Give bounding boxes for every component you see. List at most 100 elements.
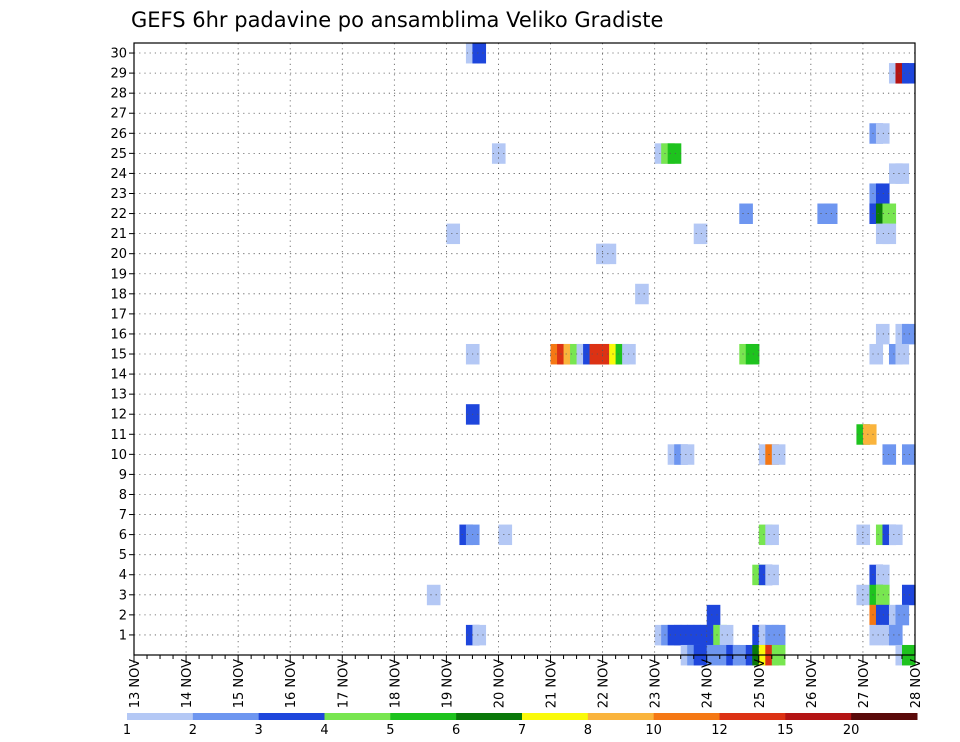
y-tick-label: 21 [110,227,127,242]
heatmap-cell [667,143,682,164]
legend-tick-label: 20 [843,723,860,738]
x-tick-label: 14 NOV [180,659,195,708]
heatmap-cell [901,63,916,84]
heatmap-cell [823,203,838,224]
heatmap-cell [635,283,649,305]
legend-tick-label: 1 [123,723,131,738]
y-tick-label: 14 [110,368,127,383]
legend-tick-label: 12 [711,723,728,738]
y-tick-label: 15 [110,348,127,363]
legend-tick-label: 15 [777,723,794,738]
y-tick-label: 5 [119,548,127,563]
x-tick-label: 28 NOV [909,659,924,708]
x-tick-label: 13 NOV [128,659,143,708]
x-tick-label: 17 NOV [336,659,351,708]
y-tick-label: 30 [110,47,127,62]
y-tick-label: 29 [110,67,127,82]
y-tick-label: 8 [119,488,127,503]
x-tick-label: 16 NOV [284,659,299,708]
legend-color-swatch [587,713,655,720]
heatmap-cell [765,564,779,586]
heatmap-cell [895,343,910,365]
y-tick-label: 26 [110,127,127,142]
y-tick-label: 9 [119,468,127,483]
y-tick-label: 11 [110,428,127,443]
heatmap-cells [426,43,916,666]
x-tick-label: 21 NOV [545,659,560,708]
heatmap-cell [875,323,890,345]
x-tick-label: 25 NOV [753,659,768,708]
heatmap-cell [693,223,708,245]
legend-color-swatch [456,713,523,720]
heatmap-cell [895,604,910,626]
heatmap-cell [472,624,487,646]
y-tick-label: 16 [110,327,127,342]
heatmap-cell [882,444,897,465]
heatmap-cell [882,203,897,224]
x-tick-label: 22 NOV [597,659,612,708]
y-tick-label: 10 [110,448,127,463]
y-tick-label: 4 [119,568,127,583]
heatmap-cell [875,183,890,204]
heatmap-cell [856,524,871,546]
legend-color-swatch [390,713,457,720]
legend-tick-label: 10 [645,723,662,738]
y-tick-label: 12 [110,408,127,423]
heatmap-cell [875,604,890,626]
heatmap-cell [869,343,884,365]
y-tick-label: 20 [110,247,127,262]
legend-color-swatch [522,713,589,720]
heatmap-cell [446,223,461,245]
legend-tick-label: 2 [189,723,197,738]
y-tick-label: 25 [110,147,127,162]
heatmap-cell [739,203,753,224]
legend-tick-label: 4 [320,723,328,738]
legend-tick-label: 6 [452,723,460,738]
heatmap-cell [875,584,890,606]
heatmap-cell [765,524,779,546]
y-tick-label: 13 [110,388,127,403]
legend-color-swatch [324,713,391,720]
heatmap-cell [602,243,617,265]
y-tick-label: 18 [110,287,127,302]
y-tick-label: 2 [119,608,127,623]
x-axis: 13 NOV 14 NOV 15 NOV 16 NOV 17 NOV 18 NOV 19 N… [128,655,924,708]
x-tick-label: 27 NOV [857,659,872,708]
legend-color-swatch [719,713,786,720]
chart-title: GEFS 6hr padavine po ansamblima Veliko G… [131,8,663,32]
heatmap-cell [901,323,916,345]
x-tick-label: 23 NOV [649,659,664,708]
legend-tick-label: 3 [255,723,263,738]
color-legend: 1 2 3 4 5 6 7 8 10 12 15 20 [123,713,918,738]
y-tick-label: 19 [110,267,127,282]
y-tick-label: 22 [110,207,127,222]
y-tick-label: 24 [110,167,127,182]
heatmap-cell [498,524,513,546]
y-tick-label: 6 [119,528,127,543]
legend-color-swatch [851,713,918,720]
x-tick-label: 26 NOV [805,659,820,708]
heatmap-cell [426,584,441,606]
x-tick-label: 24 NOV [701,659,716,708]
x-tick-label: 18 NOV [388,659,403,708]
y-tick-label: 1 [119,628,127,643]
x-tick-label: 20 NOV [492,659,507,708]
heatmap-cell [745,343,760,365]
legend-color-swatch [192,713,260,720]
legend-color-swatch [785,713,852,720]
heatmap-cell [901,584,916,606]
heatmap-cell [771,444,786,465]
heatmap-cell [869,624,884,646]
y-tick-label: 27 [110,107,127,122]
legend-tick-label: 5 [386,723,394,738]
y-tick-label: 28 [110,87,127,102]
heatmap-cell [875,564,890,586]
heatmap-cell [895,163,910,184]
heatmap-cell [901,444,916,465]
y-axis: 1234567891011121314151617181920212223242… [110,47,134,643]
heatmap-cell [882,223,897,245]
legend-tick-label: 7 [518,723,526,738]
heatmap-cell [472,43,487,64]
